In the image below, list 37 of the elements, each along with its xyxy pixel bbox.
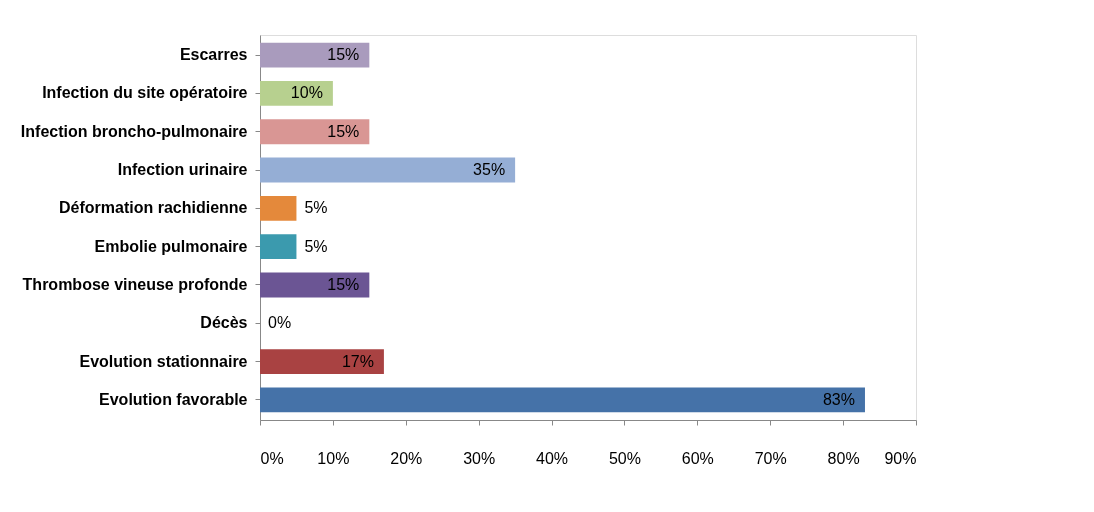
x-tick-label: 40% [536, 449, 569, 467]
y-tick-label: Embolie pulmonaire [94, 237, 248, 255]
bar [260, 119, 370, 145]
bar [260, 387, 865, 413]
bar [260, 157, 516, 183]
x-tick-label: 90% [884, 449, 917, 467]
data-label: 0% [268, 314, 292, 332]
x-tick-label: 80% [827, 449, 860, 467]
data-label: 35% [473, 161, 506, 179]
data-label: 15% [327, 122, 360, 140]
bar [260, 42, 370, 68]
bar [260, 195, 297, 221]
y-tick-label: Thrombose vineuse profonde [22, 275, 248, 293]
bar [260, 349, 384, 375]
data-label: 83% [822, 390, 855, 408]
data-label: 17% [341, 352, 374, 370]
y-tick-label: Infection urinaire [117, 161, 248, 179]
x-tick-label: 50% [608, 449, 641, 467]
data-label: 15% [327, 46, 360, 64]
y-tick-label: Décès [200, 314, 248, 332]
y-tick-label: Infection broncho-pulmonaire [20, 122, 248, 140]
data-label: 10% [290, 84, 323, 102]
x-tick-label: 20% [390, 449, 423, 467]
data-label: 5% [304, 237, 328, 255]
y-tick-label: Escarres [179, 46, 248, 64]
y-tick-label: Evolution favorable [99, 390, 248, 408]
x-tick-label: 0% [260, 449, 284, 467]
data-label: 5% [304, 199, 328, 217]
x-tick-label: 30% [463, 449, 496, 467]
y-tick-label: Déformation rachidienne [59, 199, 248, 217]
x-tick-label: 10% [317, 449, 350, 467]
x-tick-label: 70% [754, 449, 787, 467]
x-tick-label: 60% [681, 449, 714, 467]
data-label: 15% [327, 275, 360, 293]
bar [260, 234, 297, 260]
y-tick-label: Infection du site opératoire [42, 84, 248, 102]
y-tick-label: Evolution stationnaire [79, 352, 248, 370]
